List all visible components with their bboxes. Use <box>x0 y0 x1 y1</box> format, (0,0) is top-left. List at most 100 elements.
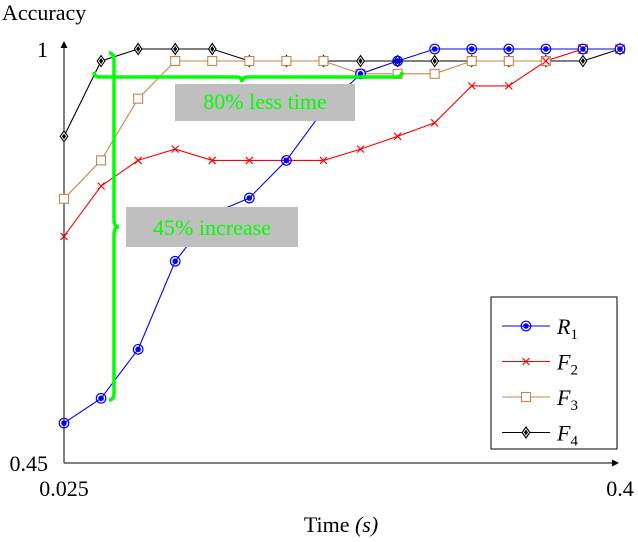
data-point-R1 <box>503 43 515 55</box>
data-point-F3 <box>281 55 292 67</box>
axes <box>60 41 619 467</box>
data-point-R1 <box>281 155 292 166</box>
data-point-F4-core <box>580 58 585 65</box>
data-point-F3 <box>133 93 144 104</box>
data-point-R1-dot <box>357 71 364 77</box>
data-point-F4 <box>578 54 588 68</box>
data-point-F2 <box>134 156 143 165</box>
data-point-F4-core <box>210 46 215 52</box>
series-line-F2 <box>63 48 620 237</box>
legend-label-subscript: 1 <box>570 327 578 343</box>
data-point-F2 <box>393 132 402 141</box>
data-point-R1-ring <box>466 43 478 55</box>
data-point-R1-ring <box>429 43 441 55</box>
data-point-F4-core <box>136 46 141 52</box>
legend-marker <box>520 391 532 403</box>
data-point-R1 <box>392 55 404 67</box>
legend-label: R1 <box>556 314 578 343</box>
data-point-F2 <box>171 145 180 154</box>
legend-marker-dot <box>523 323 529 329</box>
legend-item-F4: F4 <box>502 421 578 450</box>
data-point-F4 <box>207 42 217 56</box>
data-point-R1-ring <box>392 55 404 67</box>
data-point-F4-core <box>62 133 66 140</box>
data-point-R1 <box>243 192 255 204</box>
data-point-F4 <box>96 54 106 68</box>
data-point-F2 <box>208 156 217 165</box>
data-point-R1-ring <box>281 155 292 166</box>
legend-label-subscript: 2 <box>570 363 578 379</box>
data-point-F2 <box>430 118 439 127</box>
legend-label-subscript: 4 <box>570 434 578 450</box>
data-point-R1-ring <box>132 343 144 355</box>
x-axis-label-unit: (s) <box>355 512 378 537</box>
data-point-F3 <box>96 155 107 166</box>
data-point-R1-dot <box>172 258 178 265</box>
data-point-R1-dot <box>246 195 253 201</box>
data-point-R1-dot <box>283 157 290 164</box>
data-point-F4-core <box>358 58 363 65</box>
time-annotation-text: 80% less time <box>203 89 326 114</box>
legend-item-R1: R1 <box>502 314 578 343</box>
legend-label: F2 <box>556 350 578 379</box>
data-point-F4 <box>356 54 366 68</box>
x-axis-label-main: Time <box>304 512 350 537</box>
data-point-F3 <box>244 55 255 67</box>
data-point-R1-dot <box>468 46 475 52</box>
data-point-R1-ring <box>243 192 255 204</box>
y-tick-label: 0.45 <box>10 451 49 476</box>
data-point-R1-dot <box>135 346 141 353</box>
data-point-R1-ring <box>58 417 70 429</box>
data-point-R1 <box>577 43 589 55</box>
legend-label: F4 <box>556 421 578 450</box>
y-axis-label: Accuracy <box>2 0 86 25</box>
legend-marker <box>520 320 532 332</box>
data-point-F4 <box>59 129 69 143</box>
legend-label-name: F <box>556 385 571 410</box>
legend-label-name: F <box>556 350 571 375</box>
data-point-R1-dot <box>617 46 623 52</box>
accuracy-brace <box>108 51 120 402</box>
series-line-F3 <box>63 48 620 200</box>
data-point-F2 <box>504 81 513 90</box>
accuracy-annotation-text: 45% increase <box>153 215 271 240</box>
data-point-R1-ring <box>169 255 181 267</box>
legend-label: F3 <box>556 385 578 414</box>
y-tick-label: 1 <box>37 37 48 62</box>
data-point-R1 <box>132 343 144 355</box>
data-point-F2 <box>60 232 68 241</box>
data-point-R1 <box>466 43 478 55</box>
data-point-R1-dot <box>543 46 549 52</box>
time-brace <box>92 71 404 83</box>
data-point-R1-ring <box>503 43 515 55</box>
data-point-F4-core <box>99 58 104 65</box>
data-point-F4 <box>133 42 143 56</box>
data-point-R1-dot <box>580 46 586 52</box>
data-point-F2 <box>245 156 254 165</box>
data-point-R1 <box>540 43 552 55</box>
data-point-F4 <box>430 54 440 68</box>
data-point-F4-core <box>432 58 437 65</box>
data-point-R1-ring <box>95 392 107 404</box>
data-point-F4 <box>170 42 180 56</box>
legend-item-F3: F3 <box>502 385 578 414</box>
data-point-R1-ring <box>614 43 626 55</box>
legend-marker-core <box>524 429 528 436</box>
data-point-R1-dot <box>98 395 104 402</box>
data-point-F3 <box>58 193 70 204</box>
data-point-F3 <box>207 55 218 67</box>
data-point-R1 <box>429 43 441 55</box>
legend-marker <box>521 426 531 439</box>
time-annotation-box <box>175 84 355 121</box>
tick-labels: 0.025 0.4 0.45 1 <box>10 37 634 501</box>
data-point-F3 <box>429 68 440 79</box>
data-point-R1-ring <box>577 43 589 55</box>
data-point-F3 <box>503 55 514 67</box>
data-point-F3 <box>466 55 477 67</box>
legend-label-name: F <box>556 421 571 446</box>
legend-label-name: R <box>556 314 571 339</box>
data-point-R1 <box>169 255 181 267</box>
data-point-F4-core <box>173 46 178 52</box>
